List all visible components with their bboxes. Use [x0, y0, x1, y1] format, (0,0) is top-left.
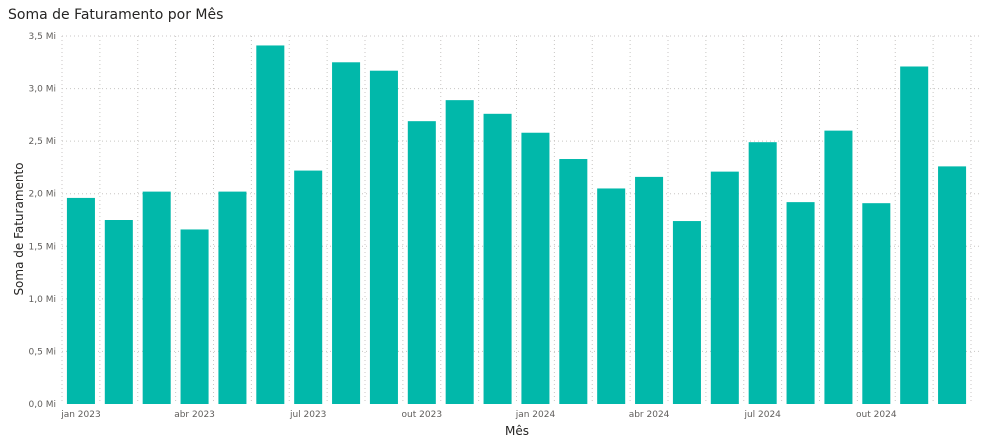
bar-mar-2024[interactable]: [597, 188, 626, 404]
bar-ago-2023[interactable]: [332, 62, 361, 404]
y-tick-label: 0,5 Mi: [29, 347, 56, 357]
x-tick-label: jul 2023: [289, 410, 326, 420]
bar-fev-2024[interactable]: [559, 159, 588, 404]
bar-ago-2024[interactable]: [786, 202, 815, 404]
bar-jan-2024[interactable]: [521, 132, 550, 405]
x-axis-label: Mês: [505, 424, 529, 438]
bar-nov-2023[interactable]: [445, 100, 474, 404]
y-tick-label: 3,0 Mi: [29, 85, 56, 95]
y-tick-label: 1,0 Mi: [29, 295, 56, 305]
bar-abr-2023[interactable]: [180, 229, 209, 404]
bar-set-2024[interactable]: [824, 130, 853, 404]
bar-jul-2024[interactable]: [748, 142, 777, 404]
x-tick-label: out 2024: [856, 410, 897, 420]
bar-series: [66, 45, 967, 405]
y-tick-label: 2,0 Mi: [29, 190, 56, 200]
bar-out-2023[interactable]: [407, 121, 436, 405]
y-tick-label: 1,5 Mi: [29, 242, 56, 252]
bar-jun-2024[interactable]: [710, 171, 739, 404]
bar-out-2024[interactable]: [862, 203, 891, 404]
x-tick-label: out 2023: [402, 410, 443, 420]
y-tick-label: 2,5 Mi: [29, 137, 56, 147]
bar-dez-2023[interactable]: [483, 113, 512, 404]
y-tick-label: 3,5 Mi: [29, 32, 56, 42]
bar-jun-2023[interactable]: [256, 45, 285, 405]
x-axis-ticks: jan 2023 abr 2023 jul 2023 out 2023 jan 2024…: [60, 410, 897, 420]
bar-abr-2024[interactable]: [635, 176, 664, 404]
bar-jul-2023[interactable]: [294, 170, 323, 404]
x-tick-label: jan 2023: [60, 410, 101, 420]
bar-jan-2023[interactable]: [66, 197, 95, 404]
y-axis-ticks: 0,0 Mi 0,5 Mi 1,0 Mi 1,5 Mi 2,0 Mi 2,5 Mi 3,0 …: [29, 32, 56, 410]
bar-set-2023[interactable]: [369, 70, 398, 404]
x-tick-label: abr 2024: [629, 410, 670, 420]
bar-dez-2024[interactable]: [938, 166, 967, 404]
x-tick-label: abr 2023: [174, 410, 215, 420]
x-tick-label: jul 2024: [743, 410, 781, 420]
y-tick-label: 0,0 Mi: [29, 400, 56, 410]
bar-fev-2023[interactable]: [104, 220, 133, 404]
bar-mar-2023[interactable]: [142, 191, 171, 404]
bar-mai-2024[interactable]: [672, 221, 701, 404]
chart-title: Soma de Faturamento por Mês: [8, 7, 224, 23]
x-tick-label: jan 2024: [515, 410, 556, 420]
bar-nov-2024[interactable]: [900, 66, 929, 405]
bar-mai-2023[interactable]: [218, 191, 247, 404]
